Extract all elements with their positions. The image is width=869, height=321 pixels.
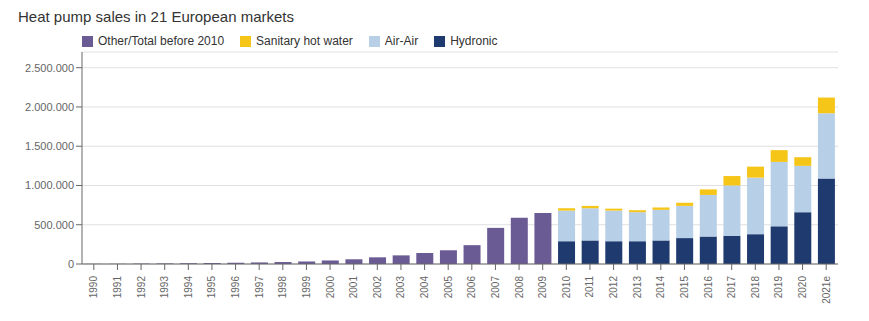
html-text:Heat pump sales in 21 European: Heat pump sales in 21 European markets bbox=[18, 8, 294, 25]
svg-text:2020: 2020 bbox=[797, 276, 808, 299]
svg-text:1990: 1990 bbox=[88, 276, 99, 299]
svg-text:1999: 1999 bbox=[301, 276, 312, 299]
svg-text:2.000.000: 2.000.000 bbox=[25, 101, 74, 113]
svg-text:2017: 2017 bbox=[726, 276, 737, 299]
svg-text:2009: 2009 bbox=[537, 276, 548, 299]
svg-text:2006: 2006 bbox=[466, 276, 477, 299]
svg-text:2013: 2013 bbox=[632, 276, 643, 299]
svg-text:2008: 2008 bbox=[514, 276, 525, 299]
svg-text:1996: 1996 bbox=[230, 276, 241, 299]
svg-text:1.500.000: 1.500.000 bbox=[25, 140, 74, 152]
svg-text:2012: 2012 bbox=[608, 276, 619, 299]
svg-text:1993: 1993 bbox=[159, 276, 170, 299]
svg-text:0: 0 bbox=[68, 258, 74, 270]
html-text:Air-Air: Air-Air bbox=[384, 34, 419, 48]
svg-text:2.500.000: 2.500.000 bbox=[25, 62, 74, 74]
svg-text:2011: 2011 bbox=[584, 276, 595, 298]
svg-text:2015: 2015 bbox=[679, 276, 690, 299]
svg-text:1991: 1991 bbox=[112, 276, 123, 299]
svg-text:2016: 2016 bbox=[703, 276, 714, 299]
svg-text:1992: 1992 bbox=[136, 276, 147, 299]
svg-text:2001: 2001 bbox=[348, 276, 359, 299]
svg-text:500.000: 500.000 bbox=[34, 219, 74, 231]
svg-text:2004: 2004 bbox=[419, 276, 430, 299]
svg-text:2003: 2003 bbox=[395, 276, 406, 299]
svg-text:1997: 1997 bbox=[254, 276, 265, 299]
svg-text:1.000.000: 1.000.000 bbox=[25, 179, 74, 191]
svg-text:2018: 2018 bbox=[750, 276, 761, 299]
svg-text:2019: 2019 bbox=[773, 276, 784, 299]
html-text:Hydronic: Hydronic bbox=[450, 34, 498, 48]
svg-text:2007: 2007 bbox=[490, 276, 501, 299]
svg-text:1998: 1998 bbox=[277, 276, 288, 299]
svg-text:2010: 2010 bbox=[561, 276, 572, 299]
svg-text:2002: 2002 bbox=[372, 276, 383, 299]
svg-text:1995: 1995 bbox=[206, 276, 217, 299]
svg-text:2000: 2000 bbox=[325, 276, 336, 299]
svg-text:2014: 2014 bbox=[655, 276, 666, 299]
html-text:Other/Total before 2010: Other/Total before 2010 bbox=[98, 34, 225, 48]
svg-text:2021e: 2021e bbox=[821, 276, 832, 304]
svg-text:2005: 2005 bbox=[443, 276, 454, 299]
svg-text:1994: 1994 bbox=[183, 276, 194, 299]
html-text:Sanitary hot water: Sanitary hot water bbox=[256, 34, 353, 48]
